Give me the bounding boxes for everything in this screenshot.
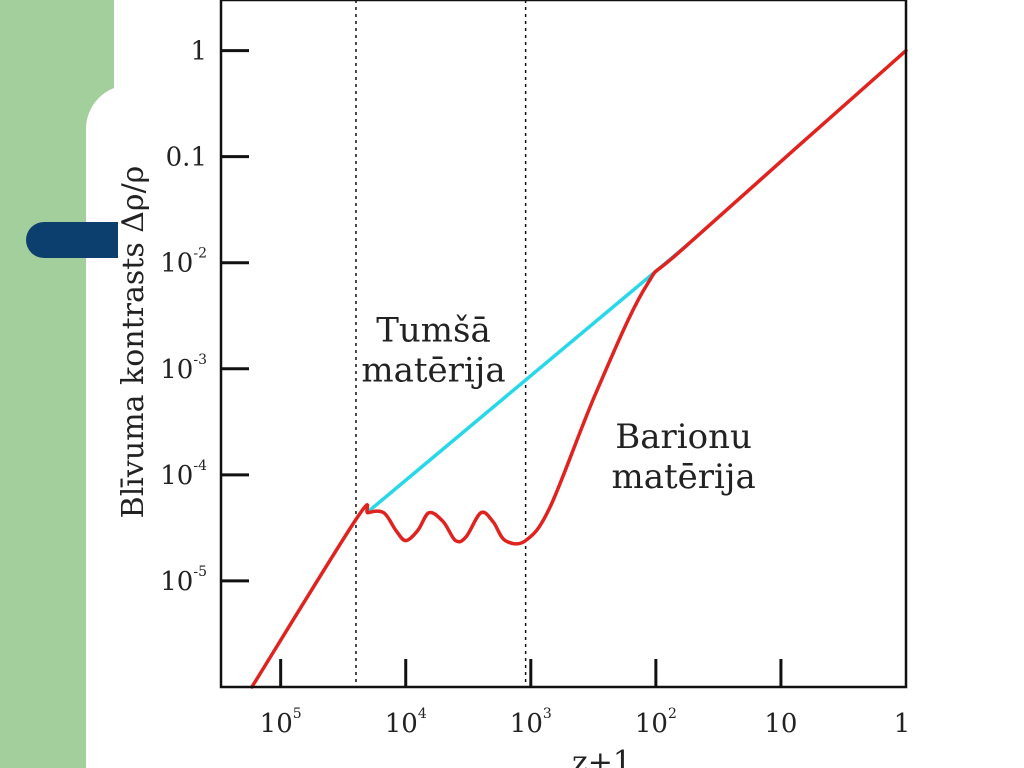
y-tick-label-5: 10-5	[160, 564, 207, 597]
x-axis-label: z+1	[572, 745, 632, 768]
slide-accent-lower	[0, 88, 86, 768]
plot-frame	[219, 0, 908, 689]
x-tick-label-4: 10	[764, 709, 797, 739]
annotation-0: Tumšā matērija	[361, 311, 505, 391]
annotation-1: Barionu matērija	[611, 417, 755, 497]
y-tick-label-3: 10-3	[160, 352, 207, 385]
x-tick-label-0: 105	[260, 706, 302, 739]
slide-white-curve	[86, 85, 146, 768]
x-tick-label-1: 104	[385, 706, 427, 739]
y-axis-label: Blīvuma kontrasts Δρ/ρ	[116, 166, 151, 519]
y-tick-label-4: 10-4	[160, 458, 207, 491]
vertical-marker-lines	[355, 0, 527, 687]
x-tick-label-3: 102	[635, 706, 677, 739]
axes-layer	[219, 0, 908, 689]
series-line-1	[250, 48, 908, 689]
slide-accent-tab	[26, 222, 118, 258]
ticks-layer: 105 104 103 102 10 110.110-210-310-410-5	[160, 37, 910, 739]
series-line-0	[366, 242, 691, 514]
annotations-layer: Tumšā matērija Barionu matērija	[361, 311, 755, 497]
y-tick-label-0: 1	[190, 37, 207, 67]
x-tick-label-2: 103	[510, 706, 552, 739]
y-tick-label-1: 0.1	[166, 143, 207, 173]
y-tick-label-2: 10-2	[160, 246, 207, 279]
x-tick-label-5: 1	[894, 709, 911, 739]
series-layer	[250, 48, 908, 689]
